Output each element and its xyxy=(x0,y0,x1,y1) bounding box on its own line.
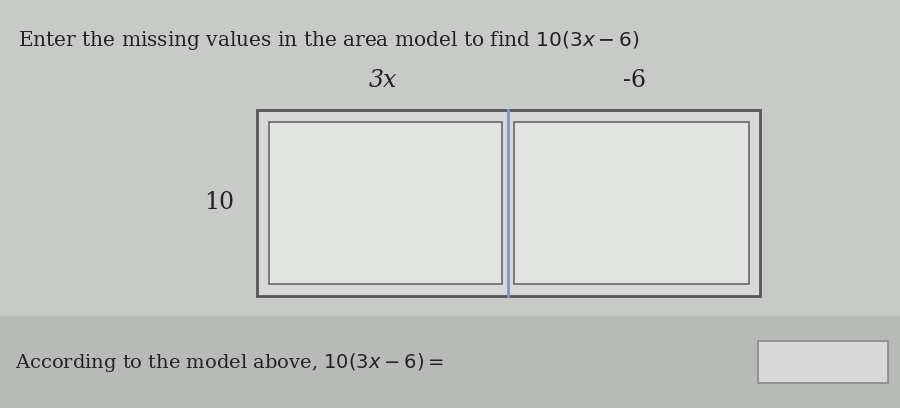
Text: 10: 10 xyxy=(204,191,235,215)
Bar xyxy=(758,341,888,383)
Bar xyxy=(0,316,900,408)
Text: -6: -6 xyxy=(623,69,646,92)
Bar xyxy=(268,122,502,284)
Text: 3x: 3x xyxy=(368,69,397,92)
Text: According to the model above, $10(3x-6)=$: According to the model above, $10(3x-6)=… xyxy=(15,350,444,374)
Bar xyxy=(0,0,900,316)
Text: Enter the missing values in the area model to find $10(3x-6)$: Enter the missing values in the area mod… xyxy=(18,29,640,51)
Bar xyxy=(515,122,749,284)
Bar xyxy=(256,110,760,296)
